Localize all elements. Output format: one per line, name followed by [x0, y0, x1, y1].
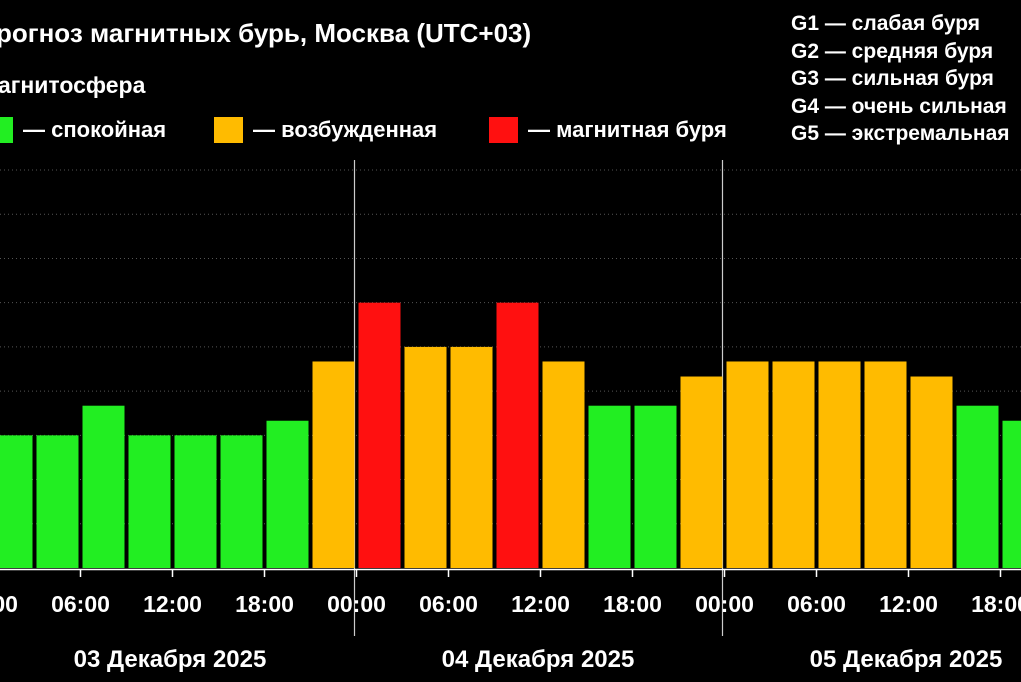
bar — [634, 405, 677, 568]
bar — [358, 302, 401, 568]
x-tick-label: 12:00 — [143, 591, 202, 617]
bar — [36, 435, 79, 568]
bar — [818, 361, 861, 568]
x-tick-label: 18:00 — [603, 591, 662, 617]
bar — [910, 376, 953, 568]
legend-label-excited: — возбужденная — [253, 117, 438, 142]
day-label: 03 Декабря 2025 — [74, 646, 267, 673]
axis: 00:00 06:00 12:00 18:00 00:00 06:00 12:00 18:00… — [0, 568, 1021, 673]
bar — [312, 361, 355, 568]
legend-item-storm: — магнитная буря — [489, 115, 727, 145]
x-tick-label: 00:00 — [327, 591, 386, 617]
bars — [0, 302, 1021, 568]
chart-title: рогноз магнитных бурь, Москва (UTC+03) — [0, 18, 532, 48]
legend-swatch-quiet — [0, 117, 13, 143]
bar — [680, 376, 723, 568]
x-tick-label: 18:00 — [235, 591, 294, 617]
legend: — спокойная — возбужденная — магнитная б… — [0, 115, 760, 145]
bar — [726, 361, 769, 568]
storm-level-g5: G5 — экстремальная — [791, 122, 1010, 145]
x-tick-label: 00:00 — [0, 591, 18, 617]
bar — [174, 435, 217, 568]
legend-item-quiet: — спокойная — [0, 115, 166, 145]
bar — [496, 302, 539, 568]
x-tick-label: 12:00 — [511, 591, 570, 617]
day-label: 05 Декабря 2025 — [810, 646, 1003, 673]
bar — [128, 435, 171, 568]
bar — [1002, 420, 1021, 568]
storm-level-g3: G3 — сильная буря — [791, 67, 994, 90]
x-tick-label: 12:00 — [879, 591, 938, 617]
bar — [0, 435, 33, 568]
x-tick-label: 18:00 — [971, 591, 1021, 617]
x-tick-label: 06:00 — [787, 591, 846, 617]
legend-item-excited: — возбужденная — [214, 115, 437, 145]
storm-level-g1: G1 — слабая буря — [791, 12, 981, 35]
legend-swatch-excited — [214, 117, 243, 143]
bar — [404, 346, 447, 568]
bar — [266, 420, 309, 568]
x-tick-label: 00:00 — [695, 591, 754, 617]
legend-label-storm: — магнитная буря — [528, 117, 727, 142]
storm-level-g4: G4 — очень сильная — [791, 94, 1007, 118]
bar — [956, 405, 999, 568]
bar — [82, 405, 125, 568]
legend-swatch-storm — [489, 117, 518, 143]
storm-level-legend: G1 — слабая буря G2 — средняя буря G3 — … — [791, 10, 1010, 148]
bar — [772, 361, 815, 568]
bar — [542, 361, 585, 568]
bar — [220, 435, 263, 568]
legend-label-quiet: — спокойная — [23, 117, 167, 142]
bar — [450, 346, 493, 568]
bar — [864, 361, 907, 568]
legend-title: агнитосфера — [0, 72, 146, 98]
x-tick-label: 06:00 — [51, 591, 110, 617]
day-label: 04 Декабря 2025 — [442, 646, 635, 673]
bar — [588, 405, 631, 568]
storm-level-g2: G2 — средняя буря — [791, 39, 994, 63]
x-tick-label: 06:00 — [419, 591, 478, 617]
